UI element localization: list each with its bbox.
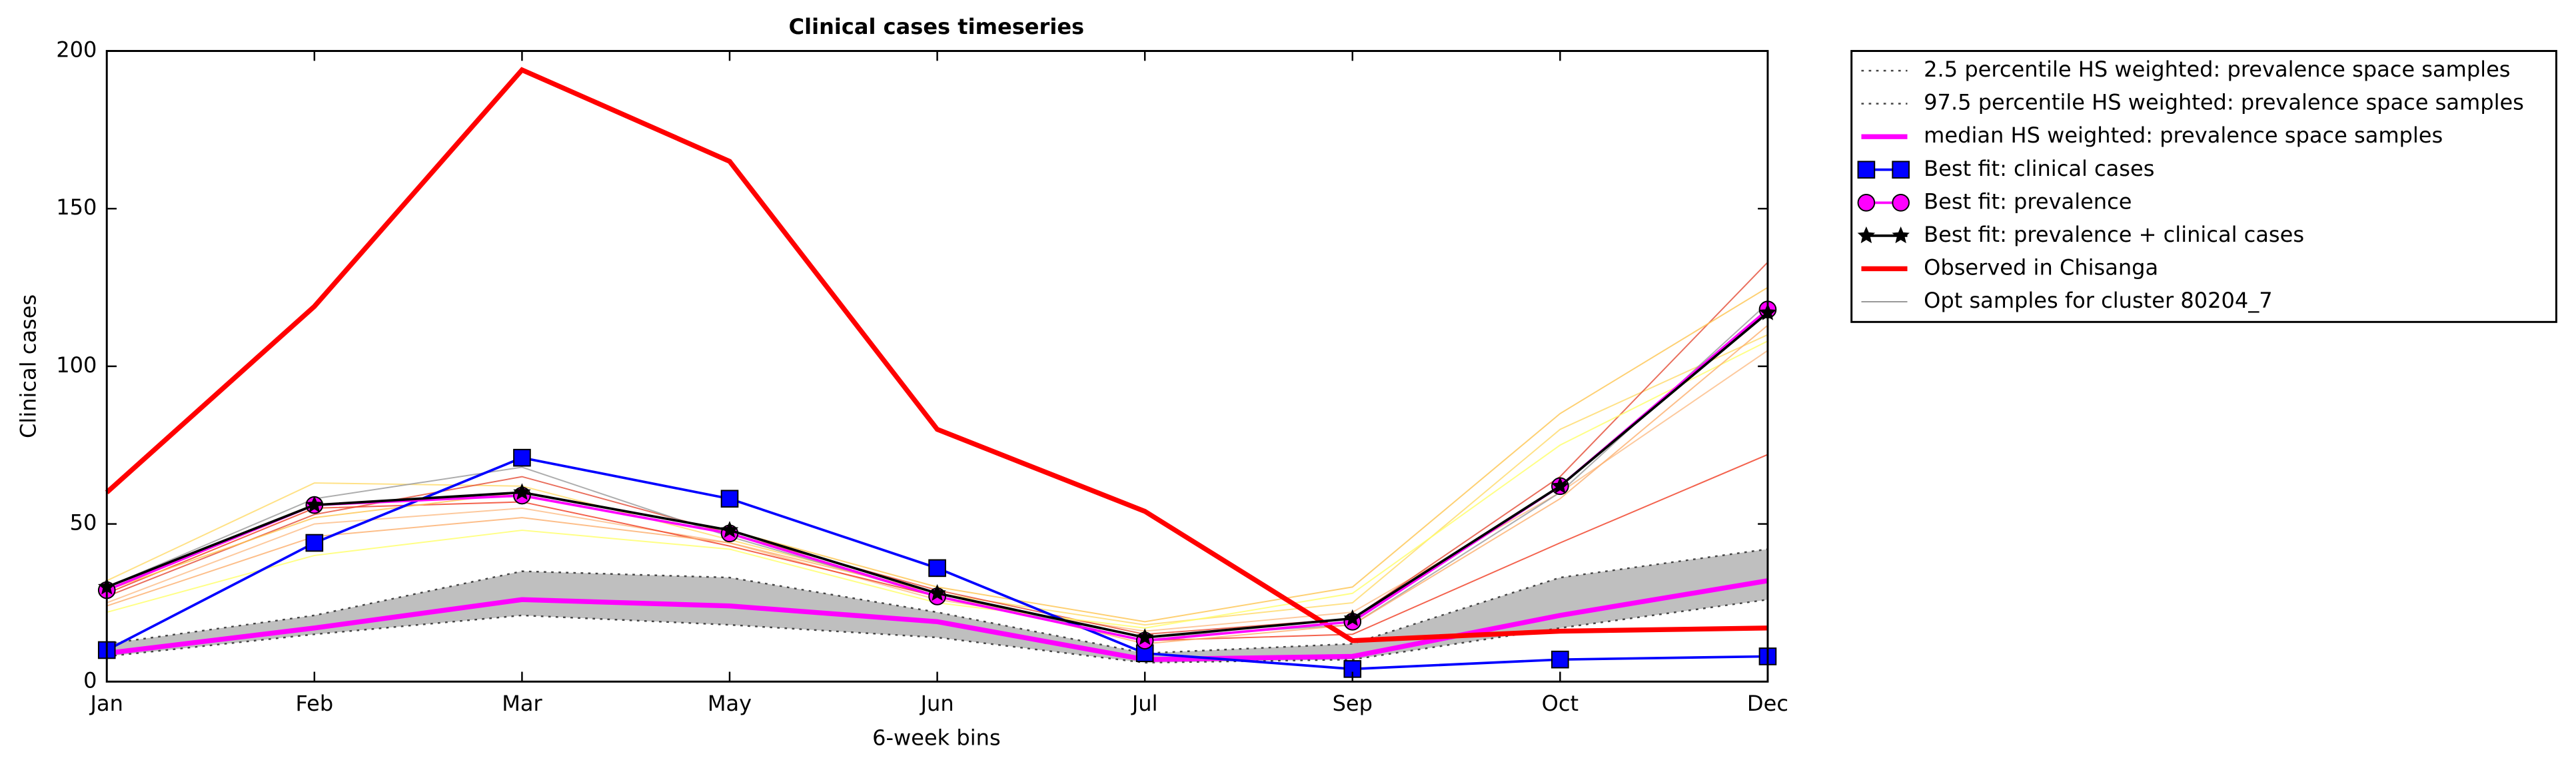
x-tick-label: Dec xyxy=(1747,691,1788,716)
y-tick-label: 200 xyxy=(56,37,97,63)
x-tick-label: Jun xyxy=(920,691,954,716)
series-line xyxy=(107,548,1768,654)
marker xyxy=(1857,226,1876,244)
legend-label: 2.5 percentile HS weighted: prevalence s… xyxy=(1924,57,2510,82)
x-tick-label: Sep xyxy=(1333,691,1373,716)
sample-line xyxy=(106,334,1768,626)
marker xyxy=(305,496,324,513)
legend: 2.5 percentile HS weighted: prevalence s… xyxy=(1850,50,2557,323)
chart-title: Clinical cases timeseries xyxy=(789,14,1085,39)
marker xyxy=(1892,226,1910,244)
x-tick-label: Mar xyxy=(502,691,542,716)
x-tick-label: Jan xyxy=(89,691,123,716)
y-axis-label: Clinical cases xyxy=(15,294,41,438)
legend-box xyxy=(1850,50,2557,323)
x-tick-label: Feb xyxy=(295,691,333,716)
marker xyxy=(928,559,946,578)
marker xyxy=(1551,650,1569,669)
legend-label: Best fit: clinical cases xyxy=(1924,156,2154,181)
legend-label: median HS weighted: prevalence space sam… xyxy=(1924,123,2443,148)
marker xyxy=(1857,194,1876,212)
y-tick-label: 0 xyxy=(83,667,97,693)
marker xyxy=(1551,476,1569,494)
x-axis-label: 6-week bins xyxy=(872,725,1001,751)
legend-label: Observed in Chisanga xyxy=(1924,254,2158,280)
series-line xyxy=(105,67,1768,643)
marker xyxy=(928,583,946,601)
legend-label: Best fit: prevalence xyxy=(1924,189,2132,214)
legend-label: Opt samples for cluster 80204_7 xyxy=(1924,288,2273,313)
marker xyxy=(720,521,739,538)
marker xyxy=(1892,194,1910,212)
percentile-band xyxy=(107,549,1768,663)
legend-label: 97.5 percentile HS weighted: prevalence … xyxy=(1924,90,2524,115)
marker xyxy=(513,448,531,467)
x-tick-label: Oct xyxy=(1542,691,1579,716)
x-tick-label: Jul xyxy=(1131,691,1158,716)
marker xyxy=(1892,161,1910,179)
series-line xyxy=(106,578,1768,662)
marker xyxy=(305,534,324,552)
x-tick-label: May xyxy=(708,691,752,716)
y-tick-label: 100 xyxy=(56,352,97,378)
marker xyxy=(1343,609,1362,626)
marker xyxy=(720,490,739,508)
legend-label: Best fit: prevalence + clinical cases xyxy=(1924,222,2304,247)
marker xyxy=(1857,161,1876,179)
y-tick-label: 150 xyxy=(56,194,97,220)
marker xyxy=(1135,628,1154,645)
y-tick-label: 50 xyxy=(70,510,97,536)
series-line xyxy=(107,598,1768,664)
marker xyxy=(513,483,531,500)
